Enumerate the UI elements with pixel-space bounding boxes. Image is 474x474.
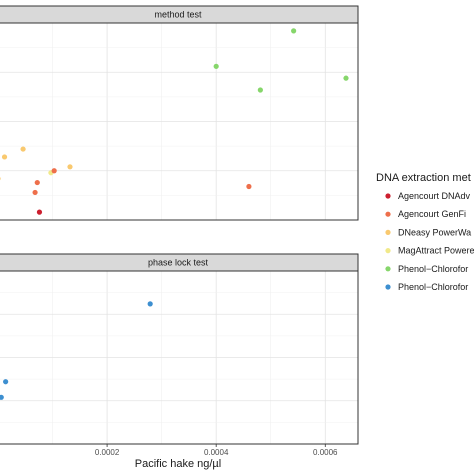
data-point [36, 209, 43, 215]
legend-label: Phenol−Chlorofor [398, 282, 468, 292]
data-point [246, 183, 252, 190]
data-point [51, 168, 57, 174]
x-tick-label: 0.0002 [95, 448, 120, 457]
data-point [0, 394, 4, 400]
strip-label: method test [154, 10, 202, 20]
data-point [343, 75, 349, 81]
legend-label: DNeasy PowerWa [398, 227, 471, 237]
data-point [257, 87, 263, 93]
x-axis: 0.0002 0.0004 0.0006 [95, 444, 338, 457]
data-point [20, 146, 26, 152]
legend-items: Agencourt DNAdv Agencourt GenFi DNeasy Pow… [385, 191, 474, 292]
panel-2: phase lock test [0, 253, 359, 445]
legend-key [385, 284, 391, 290]
legend-key [385, 193, 391, 199]
legend-label: MagAttract Powere [398, 246, 474, 256]
x-tick-label: 0.0004 [204, 448, 229, 457]
data-point [147, 301, 153, 307]
legend-label: Agencourt DNAdv [398, 191, 471, 201]
data-point [32, 189, 38, 196]
data-point [291, 28, 297, 34]
legend-title: DNA extraction met [376, 172, 471, 184]
legend-key [385, 229, 391, 235]
data-point [34, 179, 40, 186]
panels: method test phase lock test [0, 5, 359, 445]
legend-label: Phenol−Chlorofor [398, 264, 468, 274]
data-point [0, 176, 1, 181]
legend-key [385, 266, 391, 272]
strip-background [0, 5, 359, 24]
strip-background [0, 253, 359, 272]
data-point [67, 164, 73, 170]
legend-key [385, 248, 391, 254]
strip-label: phase lock test [148, 258, 209, 268]
x-axis-title: Pacific hake ng/µl [135, 458, 221, 470]
legend-key [385, 211, 391, 217]
legend: DNA extraction met Agencourt DNAdvAgenco… [376, 172, 474, 292]
data-point [213, 63, 219, 69]
x-tick-label: 0.0006 [313, 448, 338, 457]
data-point [3, 379, 9, 385]
legend-label: Agencourt GenFi [398, 209, 466, 219]
panel-1: method test [0, 5, 359, 221]
data-point [1, 154, 8, 160]
